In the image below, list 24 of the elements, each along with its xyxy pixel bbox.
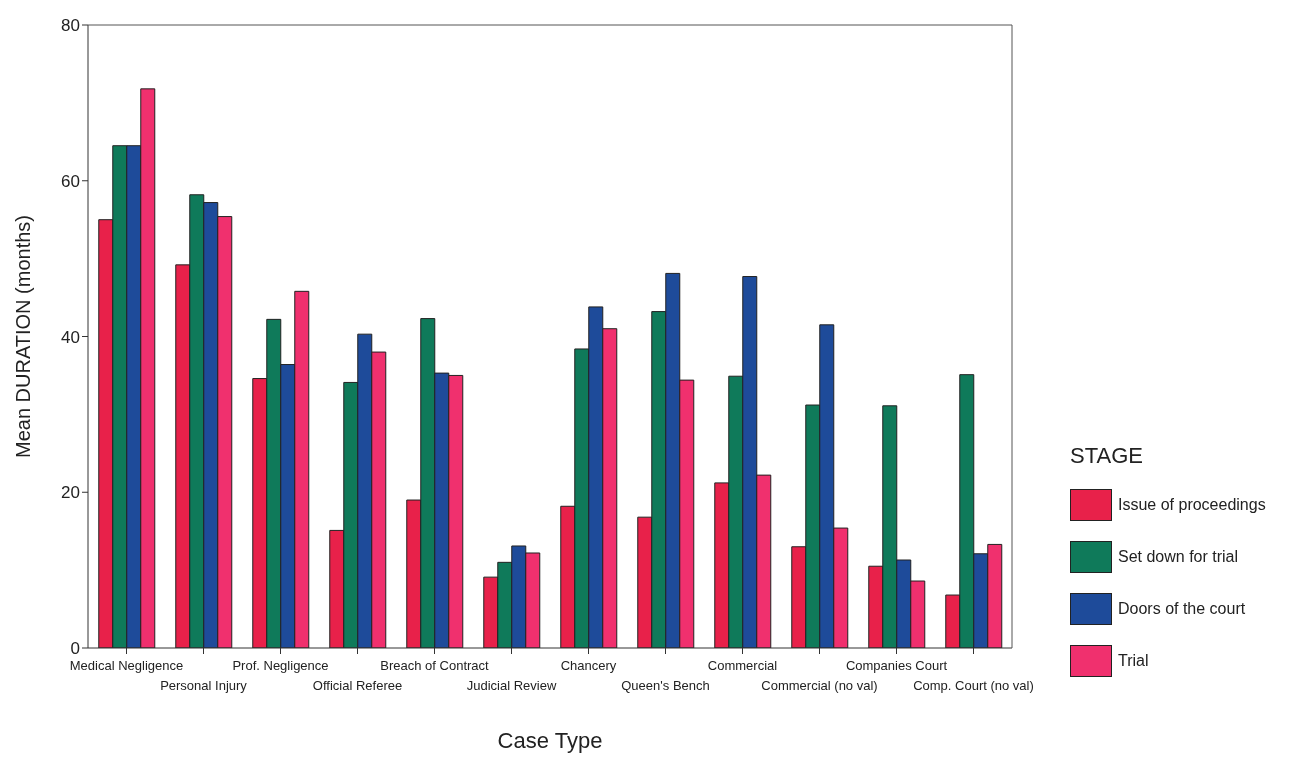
x-tick-label: Official Referee bbox=[312, 678, 403, 693]
x-tick-label: Queen's Bench bbox=[621, 678, 710, 693]
legend-title: STAGE bbox=[1070, 443, 1144, 469]
x-tick-label: Chancery bbox=[560, 658, 617, 673]
x-tick-label: Commercial bbox=[707, 658, 778, 673]
x-tick-label: Breach of Contract bbox=[380, 658, 490, 673]
y-tick-label: 80 bbox=[61, 16, 80, 36]
x-tick-label: Commercial (no val) bbox=[761, 678, 878, 693]
y-tick-label: 40 bbox=[61, 327, 80, 347]
legend-label: Set down for trial bbox=[1118, 548, 1239, 566]
y-tick-label: 0 bbox=[70, 639, 80, 659]
x-tick-label: Judicial Review bbox=[466, 678, 557, 693]
x-axis-title: Case Type bbox=[497, 728, 603, 753]
y-axis-title: Mean DURATION (months) bbox=[12, 214, 35, 459]
x-tick-label: Companies Court bbox=[845, 658, 948, 673]
y-tick-label: 60 bbox=[61, 171, 80, 191]
legend-label: Issue of proceedings bbox=[1118, 496, 1266, 514]
legend-label: Doors of the court bbox=[1118, 600, 1246, 618]
x-tick-label: Personal Injury bbox=[160, 678, 248, 693]
x-tick-label: Comp. Court (no val) bbox=[913, 678, 1034, 693]
x-tick-label: Medical Negligence bbox=[69, 658, 184, 673]
x-tick-label: Prof. Negligence bbox=[232, 658, 329, 673]
y-tick-label: 20 bbox=[61, 483, 80, 503]
legend-label: Trial bbox=[1118, 652, 1149, 670]
